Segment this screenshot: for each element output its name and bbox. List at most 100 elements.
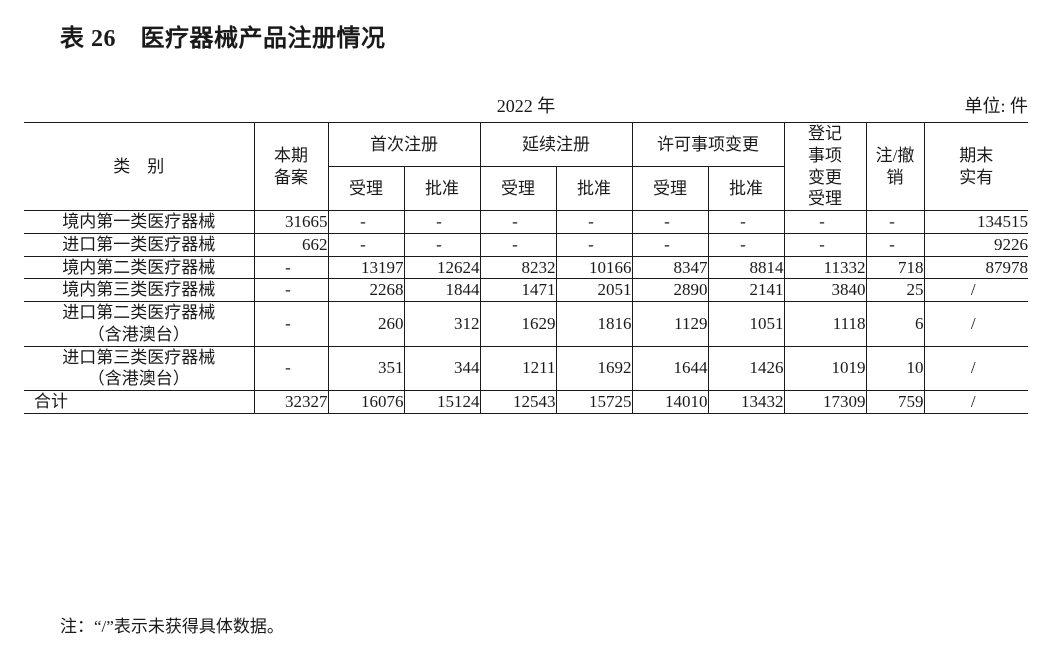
registration-table: 类 别 本期 备案 首次注册 延续注册 许可事项变更 登记 事项 变更 受理 注… (24, 122, 1028, 414)
cell-first-approved: 344 (404, 345, 481, 391)
row-label: 进口第二类医疗器械 （含港澳台） (24, 301, 255, 346)
table-caption: 2022 年 单位: 件 (24, 92, 1028, 118)
table-row: 进口第二类医疗器械 （含港澳台） - 260 312 1629 1816 112… (24, 301, 1028, 346)
header-registration-change: 登记 事项 变更 受理 (784, 122, 867, 211)
cell-end-balance: 134515 (924, 210, 1028, 234)
cell-current-filing: - (254, 301, 329, 346)
cell-change-approved: 13432 (708, 390, 785, 414)
header-current-filing: 本期 备案 (254, 122, 329, 211)
cell-renewal-accepted: 8232 (480, 255, 557, 279)
cell-cancellation: 6 (866, 301, 925, 346)
cell-change-accepted: 2890 (632, 278, 709, 302)
cell-renewal-accepted: 1211 (480, 345, 557, 391)
cell-change-approved: - (708, 210, 785, 234)
header-sub-renewal-approved: 批准 (556, 166, 633, 211)
cell-renewal-accepted: 1629 (480, 301, 557, 346)
cell-first-approved: - (404, 232, 481, 256)
header-row-subs: 受理 批准 受理 批准 受理 批准 (24, 166, 1028, 211)
cell-registration-change: 3840 (784, 278, 867, 302)
cell-current-filing: - (254, 255, 329, 279)
cell-renewal-approved: 2051 (556, 278, 633, 302)
cell-first-accepted: 351 (328, 345, 405, 391)
caption-year: 2022 年 (496, 96, 556, 116)
cell-current-filing: 31665 (254, 210, 329, 234)
cell-change-approved: 8814 (708, 255, 785, 279)
cell-change-approved: 1426 (708, 345, 785, 391)
cell-first-approved: 15124 (404, 390, 481, 414)
header-sub-renewal-accepted: 受理 (480, 166, 557, 211)
header-category: 类 别 (24, 122, 255, 211)
row-label: 境内第三类医疗器械 (24, 278, 255, 302)
row-label: 进口第一类医疗器械 (24, 232, 255, 256)
cell-first-accepted: 2268 (328, 278, 405, 302)
cell-change-accepted: 1129 (632, 301, 709, 346)
cell-registration-change: 1019 (784, 345, 867, 391)
cell-renewal-accepted: 12543 (480, 390, 557, 414)
cell-end-balance: 9226 (924, 232, 1028, 256)
cell-renewal-accepted: - (480, 232, 557, 256)
cell-end-balance: 87978 (924, 255, 1028, 279)
cell-registration-change: 17309 (784, 390, 867, 414)
cell-current-filing: - (254, 278, 329, 302)
cell-registration-change: - (784, 232, 867, 256)
cell-first-approved: 312 (404, 301, 481, 346)
cell-change-accepted: 1644 (632, 345, 709, 391)
row-label: 进口第三类医疗器械 （含港澳台） (24, 345, 255, 391)
cell-cancellation: 718 (866, 255, 925, 279)
cell-change-approved: 2141 (708, 278, 785, 302)
cell-registration-change: - (784, 210, 867, 234)
cell-renewal-approved: 10166 (556, 255, 633, 279)
cell-renewal-accepted: 1471 (480, 278, 557, 302)
table-row: 进口第一类医疗器械 662 - - - - - - - - 9226 (24, 232, 1028, 256)
table-row-total: 合计 32327 16076 15124 12543 15725 14010 1… (24, 390, 1028, 414)
header-sub-change-accepted: 受理 (632, 166, 709, 211)
cell-cancellation: 10 (866, 345, 925, 391)
table-footnote: 注：“/”表示未获得具体数据。 (60, 617, 284, 636)
cell-change-accepted: 8347 (632, 255, 709, 279)
header-row-groups: 类 别 本期 备案 首次注册 延续注册 许可事项变更 登记 事项 变更 受理 注… (24, 122, 1028, 211)
cell-end-balance: / (924, 345, 1028, 391)
page-title: 表 26 医疗器械产品注册情况 (60, 26, 386, 52)
cell-end-balance: / (924, 301, 1028, 346)
cell-change-accepted: - (632, 210, 709, 234)
table-row: 境内第二类医疗器械 - 13197 12624 8232 10166 8347 … (24, 255, 1028, 279)
cell-cancellation: - (866, 232, 925, 256)
cell-renewal-approved: 15725 (556, 390, 633, 414)
cell-first-accepted: 16076 (328, 390, 405, 414)
header-group-renewal-registration: 延续注册 (480, 122, 633, 167)
table-row: 境内第一类医疗器械 31665 - - - - - - - - 134515 (24, 210, 1028, 234)
cell-renewal-accepted: - (480, 210, 557, 234)
cell-renewal-approved: - (556, 210, 633, 234)
cell-cancellation: - (866, 210, 925, 234)
cell-change-approved: 1051 (708, 301, 785, 346)
cell-current-filing: 662 (254, 232, 329, 256)
cell-change-accepted: 14010 (632, 390, 709, 414)
cell-registration-change: 11332 (784, 255, 867, 279)
header-group-license-change: 许可事项变更 (632, 122, 785, 167)
cell-first-accepted: 13197 (328, 255, 405, 279)
cell-current-filing: 32327 (254, 390, 329, 414)
header-sub-change-approved: 批准 (708, 166, 785, 211)
header-sub-first-accepted: 受理 (328, 166, 405, 211)
table-row: 境内第三类医疗器械 - 2268 1844 1471 2051 2890 214… (24, 278, 1028, 302)
cell-first-accepted: 260 (328, 301, 405, 346)
header-cancellation: 注/撤 销 (866, 122, 925, 211)
cell-renewal-approved: - (556, 232, 633, 256)
cell-renewal-approved: 1816 (556, 301, 633, 346)
cell-cancellation: 25 (866, 278, 925, 302)
cell-first-accepted: - (328, 210, 405, 234)
cell-change-accepted: - (632, 232, 709, 256)
cell-end-balance: / (924, 390, 1028, 414)
cell-end-balance: / (924, 278, 1028, 302)
cell-cancellation: 759 (866, 390, 925, 414)
cell-change-approved: - (708, 232, 785, 256)
header-group-first-registration: 首次注册 (328, 122, 481, 167)
cell-first-accepted: - (328, 232, 405, 256)
row-label: 境内第一类医疗器械 (24, 210, 255, 234)
cell-first-approved: - (404, 210, 481, 234)
header-sub-first-approved: 批准 (404, 166, 481, 211)
cell-renewal-approved: 1692 (556, 345, 633, 391)
cell-first-approved: 1844 (404, 278, 481, 302)
cell-current-filing: - (254, 345, 329, 391)
